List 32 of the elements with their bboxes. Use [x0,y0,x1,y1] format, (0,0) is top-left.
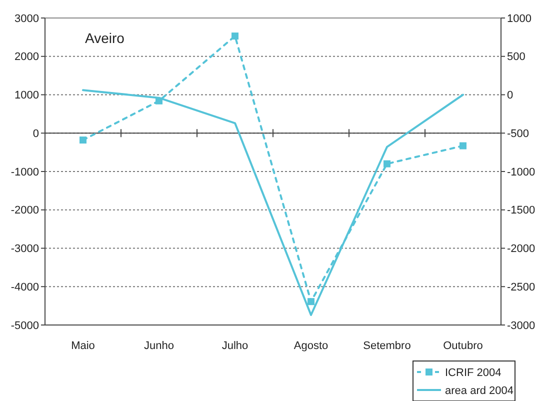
y2-tick-label: -1500 [507,204,536,217]
y2-tick-label: 1000 [507,12,532,25]
y2-tick-label: -500 [507,128,530,140]
y2-tick-label: -1000 [507,166,536,178]
y-tick-label: 0 [32,128,39,140]
x-tick-label: Junho [144,340,174,352]
x-tick-label: Agosto [294,340,328,352]
y-tick-label: -5000 [10,320,39,332]
point [308,298,314,306]
x-tick-label: Julho [222,340,248,352]
y2-tick-label: -2500 [507,281,536,294]
y2-tick-label: -3000 [507,320,536,332]
y-tick-label: 1000 [14,90,39,102]
y-tick-label: -4000 [10,281,39,294]
x-tick-label: Outubro [443,340,483,352]
point [80,136,86,144]
y-tick-label: -2000 [10,204,39,217]
y2-tick-label: 500 [507,51,526,64]
legend-label: ICRIF 2004 [445,366,502,379]
point [460,142,466,150]
legend-label: area ard 2004 [445,384,514,397]
x-tick-label: Setembro [363,340,411,352]
y-tick-label: -3000 [10,243,39,256]
y-tick-label: 2000 [14,51,39,64]
text: Aveiro [85,30,125,46]
x-tick-label: Maio [71,340,95,352]
y2-tick-label: -2000 [507,243,536,256]
point [384,160,390,168]
point [232,32,238,40]
y2-tick-label: 0 [507,90,514,102]
y-tick-label: -1000 [10,166,39,178]
y-tick-label: 3000 [14,12,39,25]
